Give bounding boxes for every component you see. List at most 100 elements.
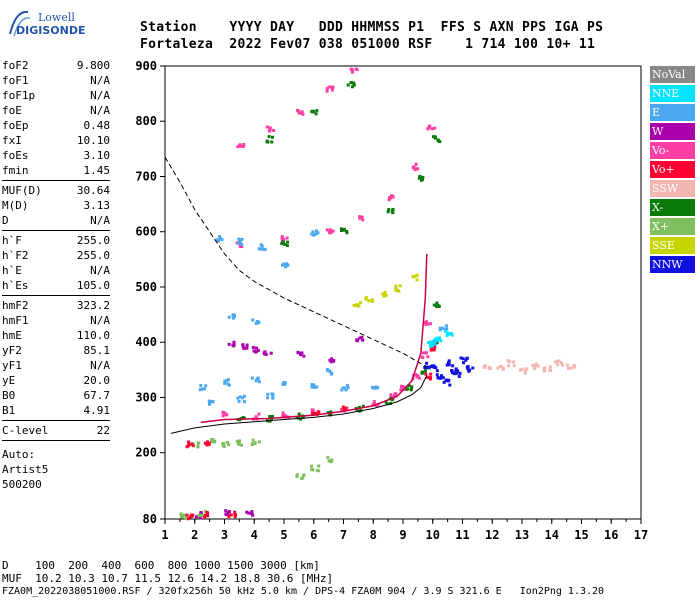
data-point-vo xyxy=(206,511,210,515)
data-point-vo xyxy=(390,194,394,198)
data-point-e xyxy=(215,239,219,243)
data-point-e xyxy=(346,386,350,390)
param-separator xyxy=(2,180,110,181)
data-point-e xyxy=(202,387,206,391)
data-point-ssw xyxy=(556,363,560,367)
station-header-labels: Station YYYY DAY DDD HHMMSS P1 FFS S AXN… xyxy=(140,20,604,35)
param-value: N/A xyxy=(90,359,110,372)
data-point-ssw xyxy=(525,367,529,371)
data-point-x xyxy=(350,85,354,89)
param-row: hmE 110.0 xyxy=(2,328,110,343)
data-point-x xyxy=(361,404,365,408)
data-point-e xyxy=(238,395,242,399)
param-name: fmin xyxy=(2,164,29,177)
data-point-nnw xyxy=(465,357,469,361)
logo-lowell-text: Lowell xyxy=(38,11,75,24)
data-point-e xyxy=(285,262,289,266)
data-point-vo xyxy=(241,145,245,149)
y-tick-label: 500 xyxy=(135,280,157,294)
data-point-x xyxy=(315,109,319,113)
data-point-x xyxy=(280,241,284,245)
data-point-nnw xyxy=(447,360,451,364)
data-point-vo xyxy=(187,444,191,448)
data-point-vo xyxy=(428,322,432,326)
data-point-sse xyxy=(370,298,374,302)
data-point-vo xyxy=(280,235,284,239)
data-point-vo xyxy=(281,238,285,242)
data-point-w xyxy=(269,351,273,355)
data-point-x xyxy=(432,135,436,139)
param-row: yE 20.0 xyxy=(2,373,110,388)
data-point-vo xyxy=(414,373,418,377)
data-point-w xyxy=(245,343,249,347)
data-point-nnw xyxy=(450,371,454,375)
param-row: foEs 3.10 xyxy=(2,148,110,163)
data-point-vo xyxy=(429,376,433,380)
data-point-e xyxy=(240,242,244,246)
data-point-ssw xyxy=(556,359,560,363)
param-name: B1 xyxy=(2,404,16,417)
param-value: N/A xyxy=(90,74,110,87)
data-point-nnw xyxy=(442,380,446,384)
data-point-x xyxy=(391,208,395,212)
data-point-e xyxy=(237,237,241,241)
data-point-vo xyxy=(233,510,237,514)
data-point-vo xyxy=(416,167,420,171)
data-point-w xyxy=(241,343,245,347)
x-tick-label: 11 xyxy=(455,528,469,542)
data-point-x xyxy=(257,440,261,444)
data-point-nnw xyxy=(445,378,449,382)
data-point-vo xyxy=(206,514,210,518)
data-point-x xyxy=(386,210,390,214)
data-point-e xyxy=(254,321,258,325)
data-point-x xyxy=(390,398,394,402)
data-point-x xyxy=(419,175,423,179)
data-point-x xyxy=(227,443,231,447)
data-point-e xyxy=(242,394,246,398)
data-point-x xyxy=(286,240,290,244)
autoscaling-line: Artist5 xyxy=(2,463,49,476)
data-point-nnw xyxy=(435,369,439,373)
data-point-ssw xyxy=(566,363,570,367)
param-row: foF1p N/A xyxy=(2,88,110,103)
data-point-vo xyxy=(430,127,434,131)
data-point-vo xyxy=(328,228,332,232)
legend-item-nnw: NNW xyxy=(650,256,695,273)
data-point-x xyxy=(179,512,183,516)
data-point-vo xyxy=(426,322,430,326)
data-point-x xyxy=(328,413,332,417)
data-point-vo xyxy=(221,410,225,414)
data-point-ssw xyxy=(533,367,537,371)
data-point-x xyxy=(283,242,287,246)
data-point-x xyxy=(314,112,318,116)
data-point-x xyxy=(240,443,244,447)
x-tick-label: 14 xyxy=(545,528,559,542)
data-point-e xyxy=(224,379,228,383)
data-point-vo xyxy=(388,196,392,200)
data-point-w xyxy=(329,360,333,364)
scaled-parameters-panel: foF2 9.800 foF1 N/A foF1p N/A foE N/A foEp 0.48 fx… xyxy=(2,58,110,492)
data-point-ssw xyxy=(542,369,546,373)
data-point-e xyxy=(231,316,235,320)
data-point-w xyxy=(245,510,249,514)
data-point-w xyxy=(254,346,258,350)
param-name: h`E xyxy=(2,264,22,277)
data-point-e xyxy=(256,320,260,324)
param-name: MUF(D) xyxy=(2,184,42,197)
data-point-e xyxy=(341,386,345,390)
data-point-e xyxy=(312,383,316,387)
data-point-x xyxy=(352,83,356,87)
data-point-x xyxy=(423,369,427,373)
data-point-e xyxy=(260,244,264,248)
data-point-ssw xyxy=(536,364,540,368)
data-point-vo xyxy=(349,67,353,71)
data-point-x xyxy=(196,441,200,445)
param-value: 67.7 xyxy=(83,389,111,402)
x-tick-label: 9 xyxy=(399,528,406,542)
data-point-sse xyxy=(415,273,419,277)
data-point-vo xyxy=(361,218,365,222)
data-point-e xyxy=(445,324,449,328)
data-point-ssw xyxy=(548,365,552,369)
data-point-vo xyxy=(205,443,209,447)
data-point-vo xyxy=(189,513,193,517)
